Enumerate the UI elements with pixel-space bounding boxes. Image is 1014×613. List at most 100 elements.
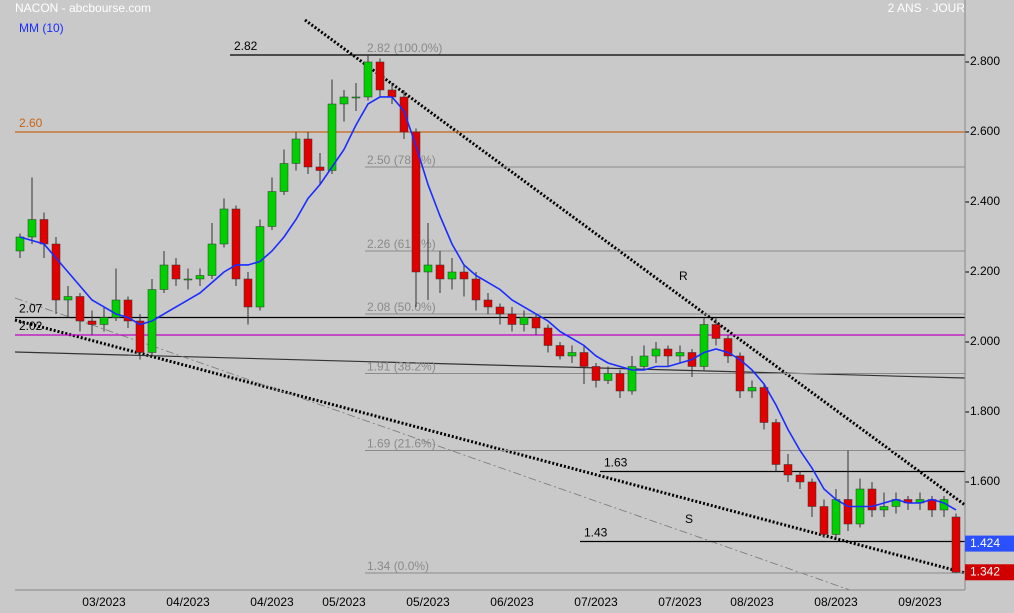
chart-title: NACON - abcbourse.com [15,1,151,15]
candle-body [219,208,229,245]
candle-body [351,96,361,99]
candle-body [87,320,97,325]
x-tick-label: 03/2023 [82,595,126,609]
candle-body [363,61,373,98]
candle-body [627,366,637,392]
candle-body [723,338,733,357]
candle-body [783,464,793,476]
y-tick-label: 1.800 [970,404,1000,418]
y-tick-label: 2.000 [970,334,1000,348]
candle-body [27,219,37,238]
candle-body [123,299,133,322]
candle-body [663,348,673,357]
candle-body [63,296,73,301]
candle-body [519,317,529,325]
level-label: 2.60 [19,116,43,130]
candle-body [375,61,385,91]
candle-body [447,271,457,280]
legend-entry: MM (10) [19,21,64,35]
candle-body [603,373,613,381]
candle-body [255,226,265,308]
x-tick-label: 06/2023 [490,595,534,609]
candle-body [651,348,661,357]
candle-body [327,103,337,171]
candle-body [75,296,85,322]
candle-body [711,324,721,339]
fib-label: 1.34 (0.0%) [367,559,429,573]
fib-label: 2.08 (50.0%) [367,300,436,314]
x-tick-label: 05/2023 [322,595,366,609]
y-tick-label: 2.600 [970,124,1000,138]
candle-body [435,264,445,280]
annotation: S [685,512,693,526]
candle-body [207,243,217,276]
candle-body [471,278,481,301]
price-label: 1.342 [970,564,1000,578]
support-line [14,318,966,575]
candle-body [795,474,805,483]
candle-body [843,499,853,525]
candle-body [951,516,961,573]
x-tick-label: 05/2023 [406,595,450,609]
candle-body [159,264,169,290]
candle-body [555,345,565,357]
candle-body [483,299,493,308]
candle-body [675,352,685,357]
candle-body [183,278,193,281]
candle-body [819,506,829,535]
candle-body [543,327,553,346]
candle-body [531,317,541,329]
x-tick-label: 04/2023 [250,595,294,609]
fib-label: 1.69 (21.6%) [367,437,436,451]
candle-body [747,387,757,392]
annotation: R [679,269,688,283]
candle-body [303,138,313,168]
candle-body [879,506,889,511]
candle-body [639,355,649,367]
level-label: 2.07 [19,302,43,316]
candle-body [267,191,277,227]
candle-body [615,373,625,392]
candle-body [171,264,181,280]
candle-body [339,96,349,105]
candle-body [867,488,877,511]
level-label: 2.02 [19,319,43,333]
trend-line [14,351,966,379]
candle-body [735,355,745,392]
candle-body [579,352,589,367]
level-label: 1.43 [584,526,608,540]
x-tick-label: 07/2023 [658,595,702,609]
candle-body [495,306,505,315]
candle-body [111,299,121,318]
fib-label: 2.26 (61.8%) [367,237,436,251]
price-label: 1.424 [970,536,1000,550]
candle-body [699,324,709,367]
price-box [965,564,1014,581]
candle-body [759,387,769,423]
candle-body [387,89,397,98]
y-tick-label: 2.200 [970,264,1000,278]
x-tick-label: 08/2023 [730,595,774,609]
ma-line [19,96,957,511]
chart-subtitle: 2 ANS · JOUR [888,1,966,15]
candle-body [243,278,253,308]
candle-body [567,352,577,357]
candle-body [411,131,421,273]
candle-body [99,317,109,325]
candle-body [195,275,205,280]
candle-body [15,236,25,252]
candle-body [807,481,817,507]
candle-body [315,166,325,171]
resistance-line [304,18,966,507]
candle-body [771,422,781,465]
fib-label: 2.82 (100.0%) [367,41,442,55]
y-tick-label: 2.800 [970,54,1000,68]
x-tick-label: 04/2023 [166,595,210,609]
candle-body [39,219,49,245]
x-tick-label: 07/2023 [574,595,618,609]
candle-body [135,320,145,353]
level-label: 1.63 [604,456,628,470]
x-tick-label: 08/2023 [814,595,858,609]
